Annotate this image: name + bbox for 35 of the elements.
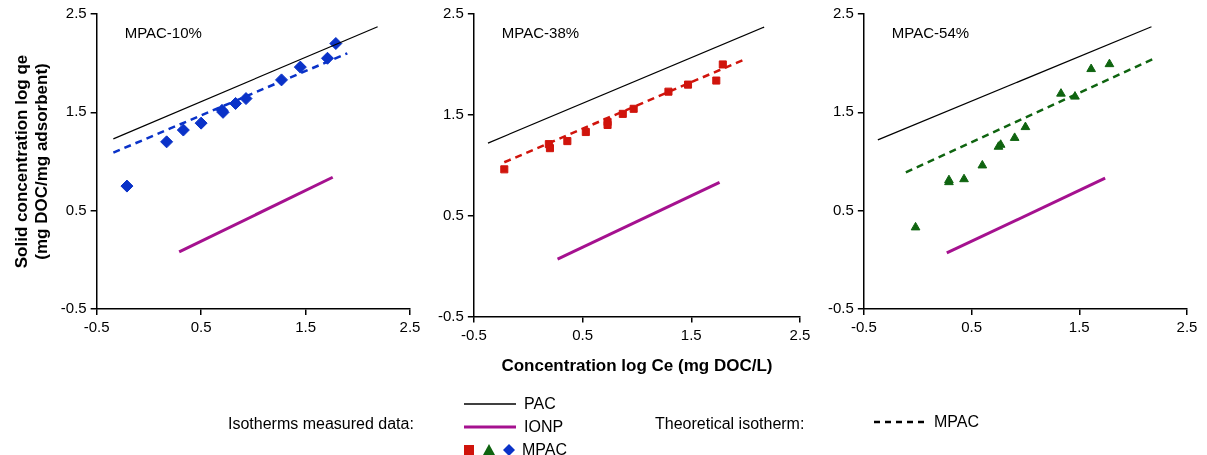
legend-title: Isotherms measured data:	[228, 415, 414, 433]
y-tick-label: -0.5	[60, 299, 87, 317]
y-tick-label: 2.5	[442, 4, 464, 22]
y-tick-label: 1.5	[832, 102, 854, 120]
legend-label: IONP	[524, 418, 564, 436]
y-tick-label: 0.5	[832, 200, 854, 218]
text: Theoretical isotherm:	[655, 415, 805, 433]
text: MPAC-10%	[124, 23, 202, 41]
x-tick-label: 2.5	[789, 325, 811, 343]
x-tick-label: 1.5	[680, 325, 702, 343]
y-tick-label: -0.5	[437, 306, 464, 324]
x-tick-label: 1.5	[295, 318, 316, 336]
text: MPAC-54%	[891, 23, 970, 41]
legend-label: MPAC	[522, 441, 568, 455]
y-tick-label: 2.5	[832, 4, 854, 22]
y-tick-label: 0.5	[442, 205, 464, 223]
x-tick-label: 2.5	[399, 318, 421, 336]
x-tick-label: 0.5	[190, 318, 212, 336]
x-tick-label: -0.5	[850, 318, 877, 336]
x-tick-label: -0.5	[83, 318, 110, 336]
y-axis-title: Solid concentration log qe (mg DOC/mg adsorbent)	[11, 54, 52, 269]
y-tick-label: -0.5	[827, 299, 854, 317]
y-tick-label: 1.5	[65, 102, 87, 120]
y-tick-label: 1.5	[442, 105, 464, 123]
x-tick-label: 1.5	[1068, 318, 1090, 336]
text: MPAC-38%	[501, 23, 580, 41]
y-tick-label: 2.5	[65, 4, 87, 22]
x-tick-label: 0.5	[572, 325, 593, 343]
x-tick-label: 0.5	[961, 318, 982, 336]
x-tick-label: 2.5	[1176, 318, 1198, 336]
x-tick-label: -0.5	[460, 325, 487, 343]
x-axis-title: Concentration log Ce (mg DOC/L)	[501, 356, 773, 376]
text: MPAC	[934, 413, 980, 431]
legend-label: PAC	[524, 395, 556, 413]
y-tick-label: 0.5	[65, 200, 87, 218]
